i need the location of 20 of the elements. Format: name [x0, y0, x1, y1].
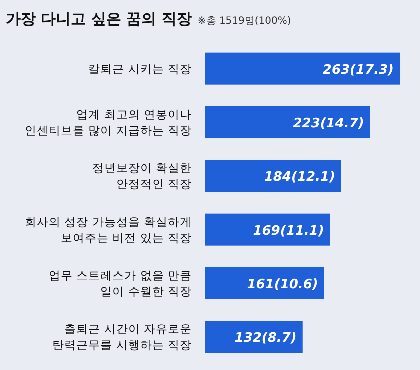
y-tick-label: 출퇴근 시간이 자유로운 탄력근무를 시행하는 직장 — [52, 322, 192, 352]
data-label: 184(12.1) — [264, 170, 336, 186]
y-tick-label: 회사의 성장 가능성을 확실하게 보여주는 비전 있는 직장 — [25, 214, 192, 245]
y-tick-label: 업계 최고의 연봉이나 인센티브를 많이 지급하는 직장 — [25, 108, 192, 138]
chart-subtitle: ※총 1519명(100%) — [198, 16, 292, 27]
data-label: 161(10.6) — [247, 278, 318, 292]
bar — [205, 52, 400, 85]
y-tick-label: 정년보장이 확실한 안정적인 직장 — [92, 161, 192, 192]
y-tick-label: 칼퇴근 시키는 직장 — [88, 62, 192, 76]
chart-title: 가장 다니고 싶은 꿈의 직장 — [6, 10, 192, 28]
y-tick-label: 업무 스트레스가 없을 만큼 일이 수월한 직장 — [49, 268, 192, 298]
bar — [205, 160, 342, 192]
data-label: 132(8.7) — [234, 331, 297, 346]
data-label: 263(17.3) — [322, 62, 394, 78]
bar — [205, 321, 303, 354]
bar — [205, 214, 330, 246]
bar — [205, 106, 370, 138]
bar — [205, 268, 324, 300]
data-label: 169(11.1) — [253, 224, 324, 239]
data-label: 223(14.7) — [293, 116, 364, 132]
